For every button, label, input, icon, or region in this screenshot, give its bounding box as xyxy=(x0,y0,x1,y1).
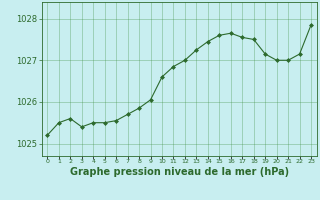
X-axis label: Graphe pression niveau de la mer (hPa): Graphe pression niveau de la mer (hPa) xyxy=(70,167,289,177)
